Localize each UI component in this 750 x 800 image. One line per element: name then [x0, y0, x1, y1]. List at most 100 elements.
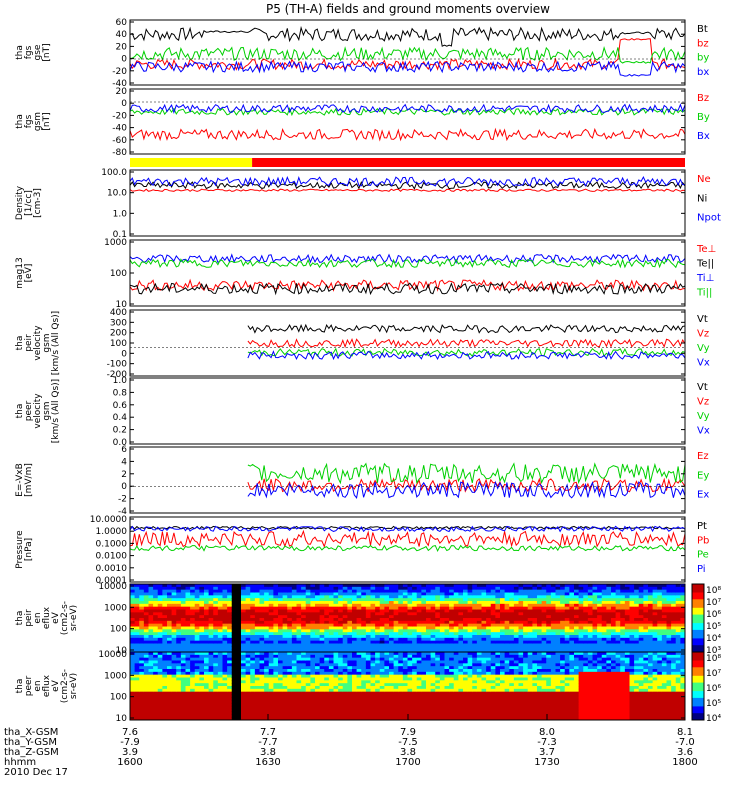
spectrogram-cell	[578, 584, 584, 588]
spectrogram-cell	[282, 671, 288, 676]
spectrogram-cell	[250, 629, 256, 633]
spectrogram-cell	[301, 595, 307, 599]
spectrogram-cell	[472, 683, 478, 687]
spectrogram-cell	[421, 688, 427, 693]
spectrogram-cell	[301, 618, 307, 622]
spectrogram-cell	[278, 640, 284, 644]
spectrogram-cell	[259, 623, 265, 627]
spectrogram-cell	[143, 646, 149, 650]
spectrogram-cell	[236, 609, 242, 613]
spectrogram-cell	[375, 680, 381, 684]
spectrogram-cell	[421, 601, 427, 605]
spectrogram-cell	[250, 598, 256, 602]
spectrogram-cell	[222, 705, 228, 710]
spectrogram-cell	[134, 700, 140, 704]
spectrogram-cell	[347, 654, 353, 659]
spectrogram-cell	[185, 654, 191, 659]
legend-by: by	[697, 53, 709, 64]
spectrogram-cell	[398, 635, 404, 639]
spectrogram-cell	[384, 708, 390, 712]
spectrogram-cell	[356, 646, 362, 650]
spectrogram-cell	[305, 598, 311, 602]
spectrogram-cell	[208, 595, 214, 599]
spectrogram-cell	[264, 705, 270, 710]
spectrogram-cell	[550, 626, 556, 630]
spectrogram-cell	[430, 708, 436, 712]
spectrogram-cell	[296, 697, 302, 701]
spectrogram-cell	[352, 615, 358, 619]
spectrogram-cell	[338, 635, 344, 639]
spectrogram-cell	[416, 677, 422, 681]
spectrogram-cell	[264, 649, 270, 653]
spectrogram-cell	[472, 677, 478, 681]
spectrogram-cell	[171, 598, 177, 602]
spectrogram-cell	[180, 708, 186, 712]
spectrogram-cell	[560, 601, 566, 605]
spectrogram-cell	[629, 609, 635, 613]
spectrogram-cell	[153, 686, 159, 690]
spectrogram-cell	[615, 626, 621, 630]
spectrogram-cell	[416, 694, 422, 698]
spectrogram-cell	[162, 700, 168, 704]
spectrogram-cell	[347, 703, 353, 707]
spectrogram-cell	[324, 700, 330, 704]
spectrogram-cell	[375, 674, 381, 678]
spectrogram-cell	[324, 691, 330, 695]
spectrogram-cell	[523, 586, 529, 591]
spectrogram-cell	[208, 612, 214, 616]
spectrogram-cell	[264, 694, 270, 698]
spectrogram-cell	[342, 686, 348, 690]
spectrogram-cell	[180, 612, 186, 616]
spectrogram-cell	[217, 632, 223, 636]
spectrogram-cell	[463, 595, 469, 599]
spectrogram-cell	[578, 640, 584, 644]
spectrogram-cell	[347, 697, 353, 701]
spectrogram-cell	[467, 612, 473, 616]
spectrogram-cell	[208, 586, 214, 591]
spectrogram-cell	[291, 620, 297, 625]
spectrogram-cell	[319, 657, 325, 661]
spectrogram-cell	[449, 708, 455, 712]
spectrogram-cell	[241, 603, 247, 608]
spectrogram-cell	[495, 646, 501, 650]
spectrogram-cell	[157, 674, 163, 678]
spectrogram-cell	[537, 603, 543, 608]
spectrogram-cell	[587, 601, 593, 605]
spectrogram-cell	[449, 620, 455, 625]
spectrogram-cell	[629, 646, 635, 650]
spectrogram-cell	[421, 623, 427, 627]
spectrogram-cell	[578, 637, 584, 642]
spectrogram-cell	[375, 714, 381, 718]
spectrogram-cell	[407, 669, 413, 673]
spectrogram-cell	[375, 697, 381, 701]
spectrogram-cell	[426, 618, 432, 622]
spectrogram-cell	[393, 598, 399, 602]
spectrogram-cell	[453, 717, 459, 721]
spectrogram-cell	[157, 654, 163, 659]
spectrogram-cell	[148, 683, 154, 687]
spectrogram-cell	[356, 586, 362, 591]
spectrogram-cell	[208, 669, 214, 673]
spectrogram-cell	[213, 697, 219, 701]
y-tick-label: 100.0	[101, 168, 127, 178]
spectrogram-cell	[384, 640, 390, 644]
spectrogram-cell	[148, 592, 154, 596]
spectrogram-cell	[412, 618, 418, 622]
spectrogram-cell	[333, 592, 339, 596]
spectrogram-cell	[324, 660, 330, 664]
spectrogram-cell	[375, 646, 381, 650]
spectrogram-cell	[537, 592, 543, 596]
spectrogram-cell	[315, 697, 321, 701]
spectrogram-cell	[264, 674, 270, 678]
spectrogram-cell	[167, 691, 173, 695]
spectrogram-cell	[157, 688, 163, 693]
spectrogram-cell	[652, 603, 658, 608]
spectrogram-cell	[342, 700, 348, 704]
spectrogram-cell	[361, 620, 367, 625]
spectrogram-cell	[134, 618, 140, 622]
spectrogram-cell	[310, 649, 316, 653]
panel-fgs_gsm	[129, 88, 686, 155]
spectrogram-cell	[407, 629, 413, 633]
spectrogram-cell	[153, 671, 159, 676]
spectrogram-cell	[254, 640, 260, 644]
